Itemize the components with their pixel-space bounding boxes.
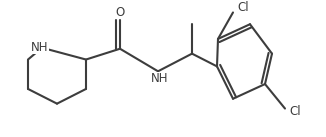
Text: NH: NH [151, 72, 169, 85]
Text: NH: NH [31, 41, 49, 54]
Text: Cl: Cl [237, 1, 249, 14]
Text: O: O [115, 6, 125, 19]
Text: Cl: Cl [289, 105, 301, 118]
